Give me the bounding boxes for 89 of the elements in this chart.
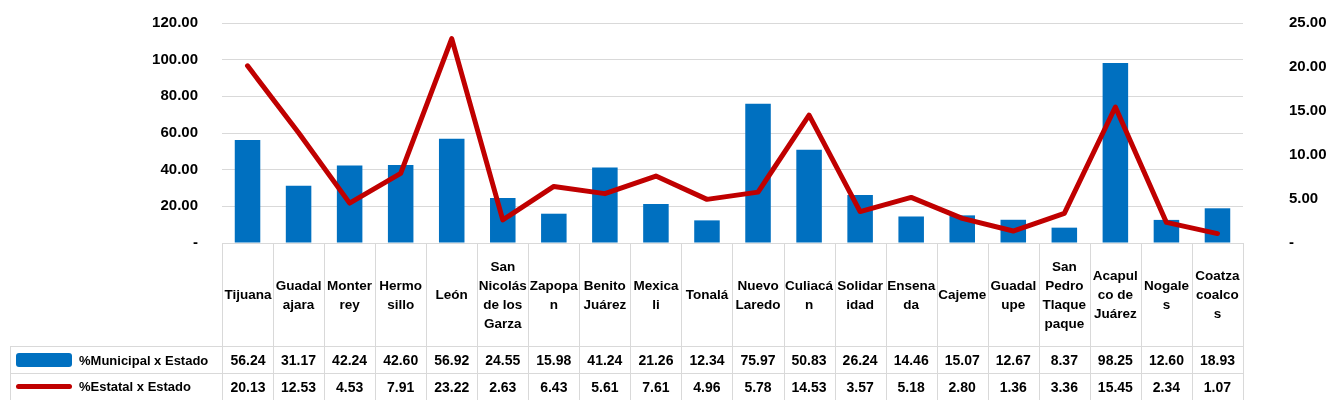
data-label: 12.34 <box>681 346 734 374</box>
data-label: 14.46 <box>885 346 938 374</box>
data-label: 12.60 <box>1140 346 1193 374</box>
data-label: 14.53 <box>783 373 836 400</box>
data-label: 56.92 <box>426 346 479 374</box>
data-label: 12.53 <box>273 373 326 400</box>
data-label: 2.63 <box>477 373 530 400</box>
x-tick-label: Solidaridad <box>836 276 884 314</box>
x-tick-label: León <box>434 286 469 304</box>
y2-tick-label: 20.00 <box>1289 57 1327 75</box>
data-label: 50.83 <box>783 346 836 374</box>
x-tick-label: Acapulco de Juárez <box>1091 267 1139 323</box>
bar <box>285 185 312 243</box>
x-tick-label: Monterrey <box>326 276 374 314</box>
data-label: 2.34 <box>1140 373 1193 400</box>
data-label: 20.13 <box>222 373 275 400</box>
data-label: 42.60 <box>375 346 428 374</box>
x-tick-label: Benito Juárez <box>582 276 628 314</box>
x-tick-label: Ensenada <box>887 276 936 314</box>
x-tick-label: Coatzacoalcos <box>1194 267 1241 323</box>
data-label: 7.61 <box>630 373 683 400</box>
data-label: 4.96 <box>681 373 734 400</box>
data-label: 15.98 <box>528 346 581 374</box>
data-label: 2.80 <box>936 373 989 400</box>
bar <box>541 213 567 243</box>
y-tick-label: 120.00 <box>152 13 198 31</box>
data-label: 12.67 <box>987 346 1040 374</box>
x-tick-label: Nuevo Laredo <box>734 276 782 314</box>
y-tick-label: 80.00 <box>160 86 198 104</box>
x-tick-label: Culiacán <box>785 276 834 314</box>
y-tick-label: 40.00 <box>160 159 198 177</box>
data-label: 6.43 <box>528 373 581 400</box>
bar <box>1204 208 1231 243</box>
x-tick-label: Guadalupe <box>989 276 1038 314</box>
data-label: 5.18 <box>885 373 938 400</box>
legend-label: %Municipal x Estado <box>79 352 209 368</box>
bar <box>438 138 465 243</box>
y2-tick-label: 10.00 <box>1289 145 1327 163</box>
x-tick-label: Nogales <box>1142 276 1190 314</box>
y2-tick-label: 5.00 <box>1289 189 1319 207</box>
y-tick-label: 100.00 <box>152 49 198 67</box>
data-label: 41.24 <box>579 346 632 374</box>
data-label: 31.17 <box>273 346 326 374</box>
data-label: 15.07 <box>936 346 989 374</box>
data-label: 5.78 <box>732 373 785 400</box>
data-label: 7.91 <box>375 373 428 400</box>
x-tick-label: Zapopan <box>529 276 578 314</box>
x-tick-label: Tijuana <box>224 286 272 304</box>
data-label: 23.22 <box>426 373 479 400</box>
x-tick-label: Tonalá <box>684 286 730 304</box>
bar <box>1051 227 1078 243</box>
x-tick-label: Cajeme <box>938 286 987 304</box>
y2-tick-label: 25.00 <box>1289 13 1327 31</box>
data-label: 98.25 <box>1089 346 1142 374</box>
data-label: 3.57 <box>834 373 887 400</box>
data-label: 5.61 <box>579 373 632 400</box>
x-tick-label: Mexicali <box>632 276 680 314</box>
y2-tick-label: 15.00 <box>1289 101 1327 119</box>
data-label: 42.24 <box>324 346 377 374</box>
data-label: 4.53 <box>324 373 377 400</box>
bar <box>694 220 720 243</box>
x-tick-label: Hermosillo <box>378 276 424 314</box>
data-label: 75.97 <box>732 346 785 374</box>
data-label: 8.37 <box>1038 346 1091 374</box>
bar <box>643 204 669 243</box>
legend-label: %Estatal x Estado <box>79 379 191 394</box>
bar <box>796 149 822 243</box>
data-label: 24.55 <box>477 346 530 374</box>
y-tick-label: 60.00 <box>160 123 198 141</box>
data-label: 1.07 <box>1191 373 1244 400</box>
data-label: 1.36 <box>987 373 1040 400</box>
data-label: 26.24 <box>834 346 887 374</box>
bar <box>898 216 924 243</box>
bar <box>234 139 261 243</box>
bar <box>1102 62 1129 243</box>
data-label: 21.26 <box>630 346 683 374</box>
data-label: 15.45 <box>1089 373 1142 400</box>
data-label: 3.36 <box>1038 373 1091 400</box>
bar <box>745 103 771 243</box>
y-tick-label: - <box>193 233 198 251</box>
bar <box>592 167 618 243</box>
x-tick-label: Guadalajara <box>274 276 323 314</box>
data-label: 56.24 <box>222 346 275 374</box>
x-tick-label: San Nicolás de los Garza <box>478 257 527 333</box>
bar <box>387 164 414 243</box>
y-tick-label: 20.00 <box>160 196 198 214</box>
data-label: 18.93 <box>1191 346 1244 374</box>
x-tick-label: San Pedro Tlaquepaque <box>1041 257 1088 333</box>
y2-tick-label: - <box>1289 233 1294 251</box>
